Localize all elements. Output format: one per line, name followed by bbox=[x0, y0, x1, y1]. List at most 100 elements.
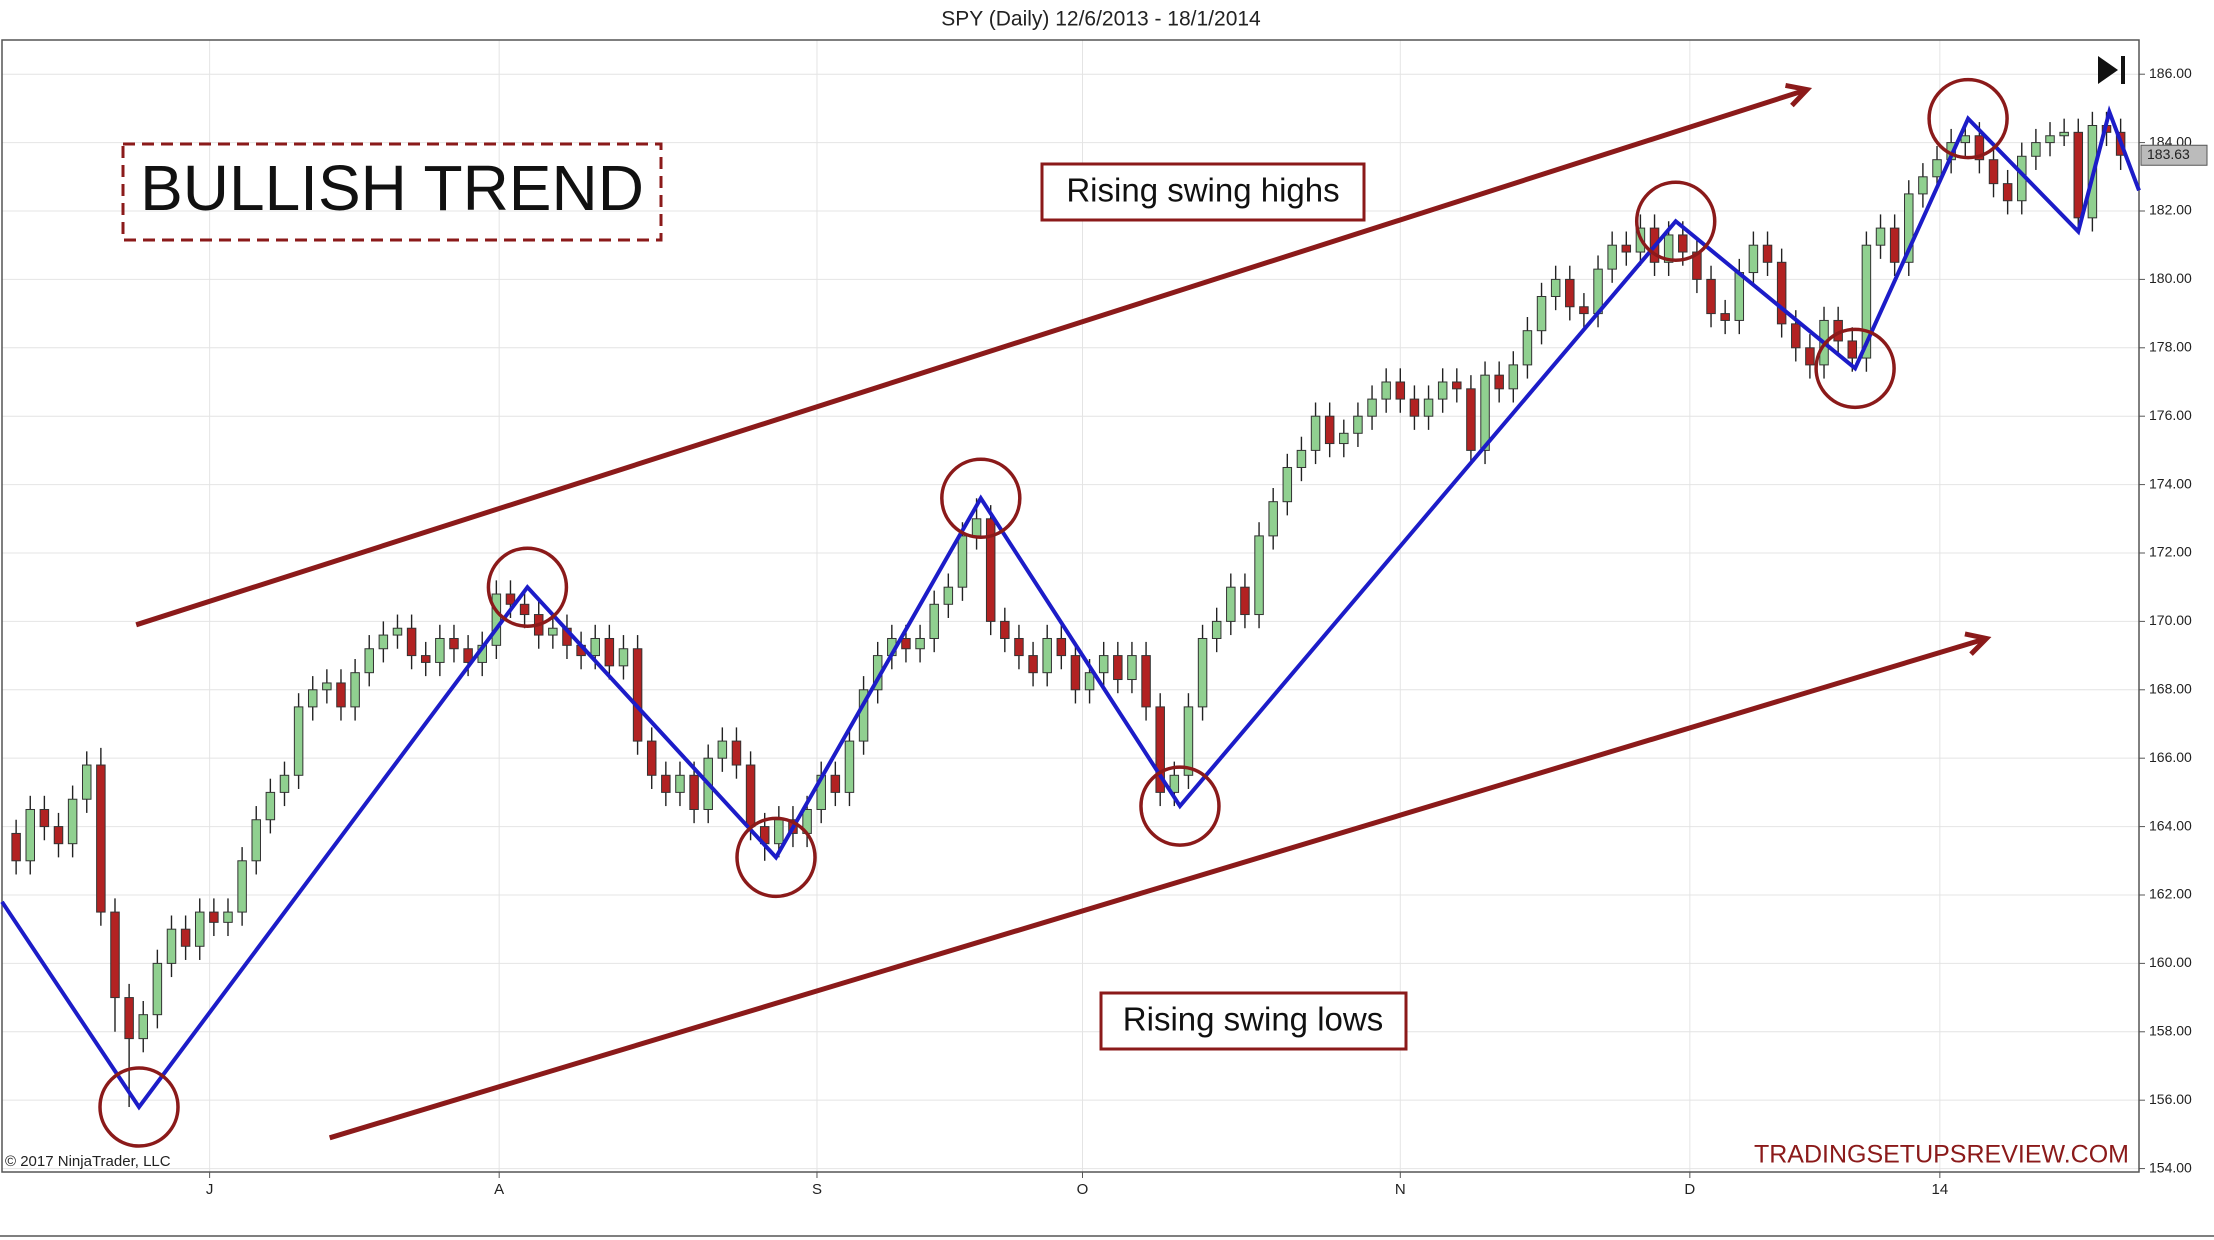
candle-body bbox=[646, 740, 657, 776]
plot-frame bbox=[1, 39, 2140, 1173]
swing-circle bbox=[1139, 765, 1221, 847]
y-tick-label: 186.00 bbox=[2149, 65, 2192, 81]
candle-body bbox=[307, 689, 318, 708]
y-tick-label: 176.00 bbox=[2149, 407, 2192, 423]
candle-body bbox=[1437, 381, 1448, 400]
candle-body bbox=[1381, 381, 1391, 400]
candle-body bbox=[1889, 227, 1900, 263]
candle-body bbox=[1042, 637, 1052, 674]
candle-body bbox=[1324, 415, 1335, 445]
candle-body bbox=[590, 637, 600, 657]
candle-body bbox=[1579, 306, 1589, 315]
candle-body bbox=[1395, 381, 1406, 400]
y-tick-label: 170.00 bbox=[2149, 612, 2192, 628]
candle-body bbox=[745, 764, 756, 828]
candle-body bbox=[1014, 637, 1024, 657]
watermark: TRADINGSETUPSREVIEW.COM bbox=[1754, 1141, 2129, 1169]
candle-body bbox=[1720, 313, 1730, 321]
y-tick-label: 178.00 bbox=[2149, 338, 2192, 354]
candle-body bbox=[435, 637, 445, 663]
candle-body bbox=[265, 791, 276, 821]
scroll-end-icon[interactable] bbox=[2098, 56, 2125, 84]
candle-body bbox=[11, 832, 21, 862]
y-tick-label: 164.00 bbox=[2149, 817, 2192, 833]
candle-body bbox=[152, 962, 163, 1016]
candle-body bbox=[350, 672, 360, 708]
candle-body bbox=[915, 637, 925, 650]
candle-body bbox=[2059, 131, 2069, 137]
candle-body bbox=[604, 637, 615, 667]
candle-body bbox=[1988, 159, 1999, 185]
copyright: © 2017 NinjaTrader, LLC bbox=[5, 1153, 171, 1170]
y-tick-label: 158.00 bbox=[2149, 1022, 2192, 1038]
candle-body bbox=[1776, 261, 1787, 325]
candle-body bbox=[251, 819, 261, 862]
candle-body bbox=[1960, 135, 1971, 144]
candle-body bbox=[1098, 655, 1109, 674]
candle-body bbox=[279, 774, 290, 793]
candle-body bbox=[322, 682, 332, 691]
trend-label: BULLISH TREND bbox=[140, 152, 644, 224]
swing-circle bbox=[1814, 327, 1896, 410]
candle-body bbox=[1296, 449, 1307, 468]
candle-body bbox=[1423, 398, 1434, 417]
candle-body bbox=[1339, 432, 1349, 445]
candle-body bbox=[1056, 637, 1067, 657]
highs-label: Rising swing highs bbox=[1066, 172, 1339, 209]
x-tick-label: A bbox=[494, 1181, 504, 1198]
candle-body bbox=[81, 764, 92, 800]
candle-body bbox=[336, 682, 346, 708]
candle-body bbox=[1240, 586, 1250, 616]
candle-body bbox=[110, 911, 120, 999]
last-price-label: 183.63 bbox=[2147, 146, 2190, 162]
candle-body bbox=[618, 648, 629, 667]
candle-body bbox=[1748, 244, 1759, 274]
candle-body bbox=[1127, 655, 1137, 681]
candle-body bbox=[1932, 159, 1942, 178]
candle-body bbox=[124, 997, 134, 1040]
candle-body bbox=[661, 774, 671, 793]
candle-body bbox=[774, 819, 784, 845]
candle-body bbox=[237, 860, 247, 913]
candle-body bbox=[1211, 620, 1222, 639]
candle-body bbox=[138, 1014, 148, 1040]
candle-body bbox=[2073, 131, 2084, 219]
candle-body bbox=[449, 637, 459, 650]
candle-body bbox=[392, 627, 403, 636]
candle-body bbox=[491, 593, 502, 646]
marks bbox=[0, 77, 2141, 1148]
candle-body bbox=[364, 648, 374, 674]
candle-body bbox=[25, 808, 35, 862]
candle-body bbox=[1084, 672, 1095, 691]
candle-body bbox=[675, 774, 685, 793]
candle-body bbox=[67, 798, 78, 845]
candle-body bbox=[194, 911, 205, 947]
candle-body bbox=[1706, 278, 1716, 315]
candle-body bbox=[166, 928, 177, 964]
y-tick-label: 166.00 bbox=[2149, 749, 2192, 765]
candle-body bbox=[985, 518, 996, 622]
swing-circle bbox=[1634, 180, 1717, 263]
lows-label: Rising swing lows bbox=[1123, 1001, 1383, 1038]
swing-circle bbox=[735, 816, 817, 899]
candle-body bbox=[1282, 466, 1293, 503]
candle-body bbox=[844, 740, 855, 793]
candle-body bbox=[1875, 227, 1886, 246]
candle-body bbox=[689, 774, 699, 810]
candle-body bbox=[406, 627, 417, 657]
y-tick-label: 162.00 bbox=[2149, 886, 2192, 902]
candle-body bbox=[731, 740, 742, 766]
candle-body bbox=[901, 637, 911, 650]
candle-body bbox=[1183, 706, 1194, 776]
swing-circle bbox=[940, 457, 1022, 540]
end-bar-icon[interactable] bbox=[2121, 56, 2125, 84]
last-price-box bbox=[2140, 144, 2208, 166]
candle-body bbox=[1169, 774, 1180, 793]
candle-body bbox=[830, 774, 841, 793]
candle-body bbox=[1607, 244, 1617, 270]
candle-body bbox=[1452, 381, 1462, 390]
swing-circle bbox=[486, 546, 569, 628]
play-icon[interactable] bbox=[2098, 56, 2118, 84]
candle-body bbox=[1494, 374, 1504, 390]
